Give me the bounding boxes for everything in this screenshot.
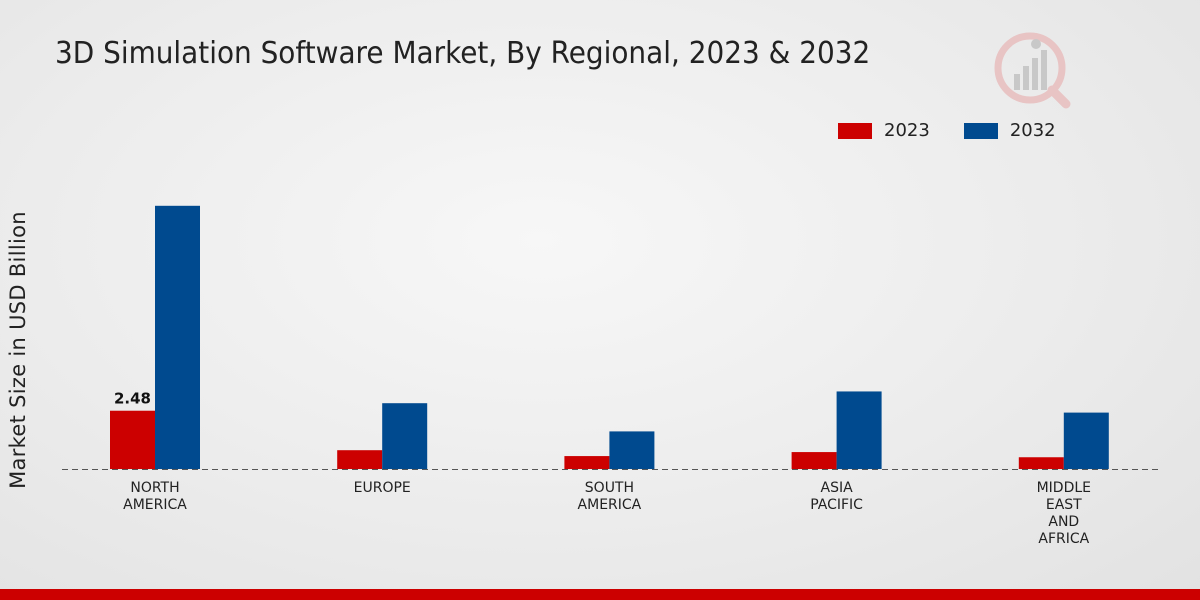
x-tick-label-4: MIDDLE EAST AND AFRICA [1037,480,1091,547]
legend-swatch-2032 [963,122,998,139]
bar-2023-1[interactable] [337,450,383,469]
x-tick-label-0: NORTH AMERICA [123,480,187,513]
bar-2032-0[interactable] [155,205,200,470]
bar-2023-4[interactable] [1018,457,1064,469]
legend-label-2023: 2023 [884,120,930,141]
legend-swatch-2023 [838,122,872,139]
market-research-logo-icon [994,32,1071,109]
chart-title: 3D Simulation Software Market, By Region… [55,36,871,71]
legend-label-2032: 2032 [1009,120,1056,141]
chart-legend: 2023 2032 [838,120,1090,141]
bar-2023-0[interactable] [110,410,155,469]
bar-2032-4[interactable] [1063,412,1109,469]
bar-2032-3[interactable] [836,391,882,469]
bar-2032-1[interactable] [382,403,428,469]
legend-item-2023[interactable]: 2023 [838,120,930,141]
data-label-0: 2.48 [114,390,151,408]
bar-2032-2[interactable] [609,431,655,469]
x-tick-label-1: EUROPE [354,480,411,496]
bar-2023-3[interactable] [791,452,837,469]
x-tick-label-2: SOUTH AMERICA [578,480,642,513]
legend-item-2032[interactable]: 2032 [963,120,1056,141]
bottom-accent-bar [0,589,1200,600]
x-tick-label-3: ASIA PACIFIC [810,480,863,513]
bar-2023-2[interactable] [564,456,610,469]
